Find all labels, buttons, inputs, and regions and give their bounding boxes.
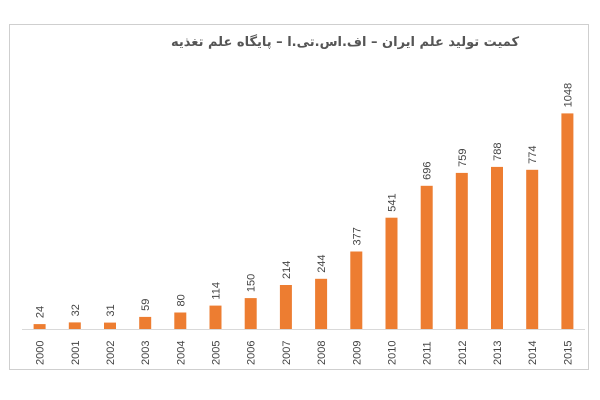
x-tick-label-2013: 2013 xyxy=(492,341,504,365)
bar-2003 xyxy=(139,316,152,329)
x-tick-label-2005: 2005 xyxy=(211,341,223,365)
bar-2000 xyxy=(33,324,46,329)
bar-2006 xyxy=(244,298,257,329)
x-tick-label-2012: 2012 xyxy=(457,341,469,365)
x-tick-label-2001: 2001 xyxy=(70,341,82,365)
bar-value-label-2010: 541 xyxy=(387,193,399,211)
bar-value-label-2005: 114 xyxy=(211,282,223,300)
bar-2007 xyxy=(279,285,292,329)
bar-2011 xyxy=(420,185,433,329)
x-tick-label-2009: 2009 xyxy=(351,341,363,365)
x-tick-label-2007: 2007 xyxy=(281,341,293,365)
bar-value-label-2015: 1048 xyxy=(562,83,574,107)
bar-2002 xyxy=(104,322,116,329)
x-tick-label-2000: 2000 xyxy=(35,341,47,365)
bar-value-label-2012: 759 xyxy=(457,149,469,167)
bar-value-label-2002: 31 xyxy=(105,304,117,316)
x-tick-label-2008: 2008 xyxy=(316,341,328,365)
x-tick-label-2011: 2011 xyxy=(422,341,434,365)
bar-value-label-2001: 32 xyxy=(70,304,82,316)
x-tick-label-2003: 2003 xyxy=(140,341,152,365)
bar-value-label-2011: 696 xyxy=(422,161,434,179)
bar-2005 xyxy=(209,305,222,329)
x-tick-label-2010: 2010 xyxy=(387,341,399,365)
bar-value-label-2014: 774 xyxy=(527,145,539,163)
bar-value-label-2008: 244 xyxy=(316,254,328,272)
bar-2013 xyxy=(491,166,503,329)
bar-value-label-2006: 150 xyxy=(246,274,258,292)
bar-2004 xyxy=(174,312,187,329)
bars-layer xyxy=(33,113,574,330)
bar-value-label-2007: 214 xyxy=(281,261,293,279)
x-tick-label-2015: 2015 xyxy=(562,341,574,365)
bar-value-label-2003: 59 xyxy=(140,299,152,311)
tick-labels-layer: 2000 2001 2002 2003 2004 2005 2006 2007 2008 2009… xyxy=(35,341,575,365)
bar-2015 xyxy=(561,113,574,330)
bar-2001 xyxy=(68,322,81,329)
chart-title: کمیت تولید علم ایران – اف.اس.تی.ا – پایگ… xyxy=(170,35,520,50)
x-tick-label-2002: 2002 xyxy=(105,341,117,365)
x-tick-label-2004: 2004 xyxy=(175,341,187,365)
bar-2012 xyxy=(455,172,468,329)
bar-2008 xyxy=(315,278,328,329)
bar-value-label-2013: 788 xyxy=(492,143,504,161)
bar-value-label-2004: 80 xyxy=(175,294,187,306)
x-tick-label-2006: 2006 xyxy=(246,341,258,365)
value-labels-layer: 24 32 31 59 80 114 150 214 244 377 541 696 759 788 774… xyxy=(35,83,575,318)
x-tick-label-2014: 2014 xyxy=(527,341,539,365)
bar-value-label-2009: 377 xyxy=(351,227,363,245)
bar-2010 xyxy=(385,217,398,329)
bar-2009 xyxy=(350,251,363,329)
bar-2014 xyxy=(526,169,539,329)
bar-value-label-2000: 24 xyxy=(35,306,47,318)
